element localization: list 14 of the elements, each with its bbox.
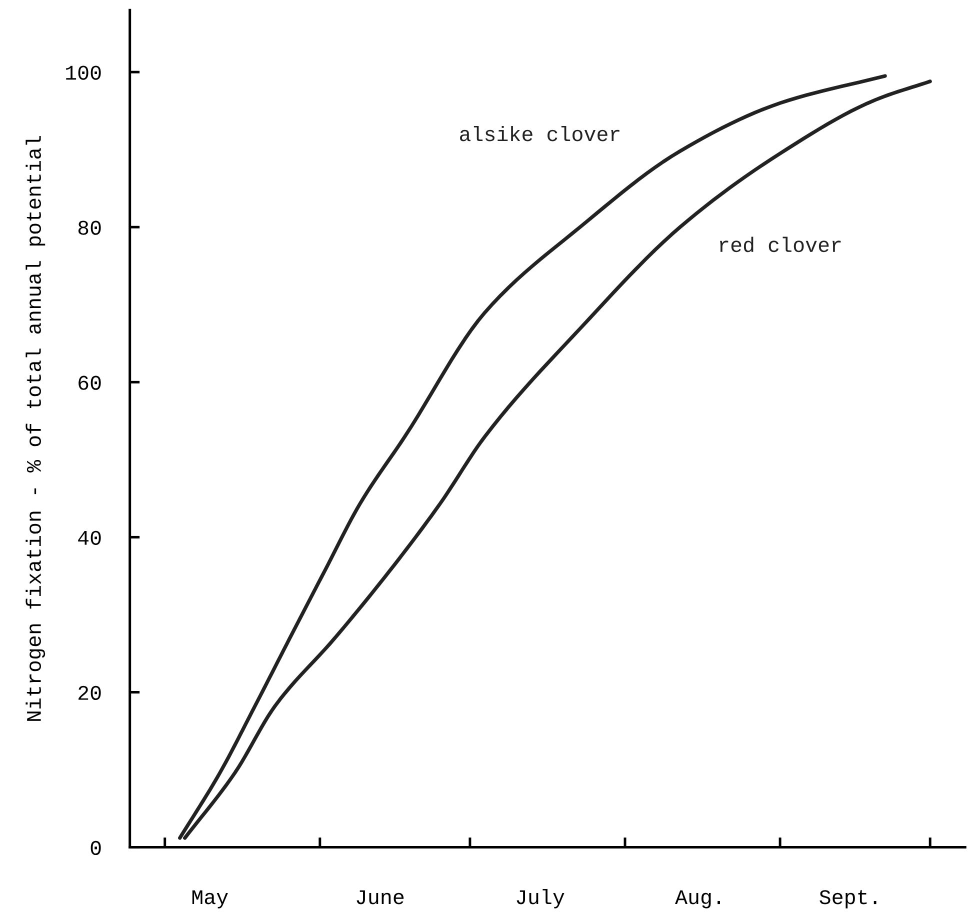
y-tick-label: 60 bbox=[78, 376, 101, 390]
text: alsike clover bbox=[460, 126, 620, 142]
y-tick-label: 0 bbox=[90, 840, 101, 856]
x-tick-label: Sept. bbox=[820, 890, 876, 908]
x-tick-label: May bbox=[192, 890, 228, 908]
x-tick-label: Aug. bbox=[675, 890, 720, 908]
x-tick-label: July bbox=[516, 888, 564, 908]
y-tick-label: 80 bbox=[78, 220, 101, 235]
y-axis-title: Nitrogen fixation - % of total annual potential bbox=[26, 136, 46, 721]
y-tick-label: 40 bbox=[78, 530, 101, 545]
y-tick-label: 20 bbox=[78, 686, 101, 700]
series-label: red clover bbox=[720, 236, 841, 252]
y-tick-label: 100 bbox=[66, 66, 101, 80]
x-tick-label: June bbox=[356, 890, 404, 904]
